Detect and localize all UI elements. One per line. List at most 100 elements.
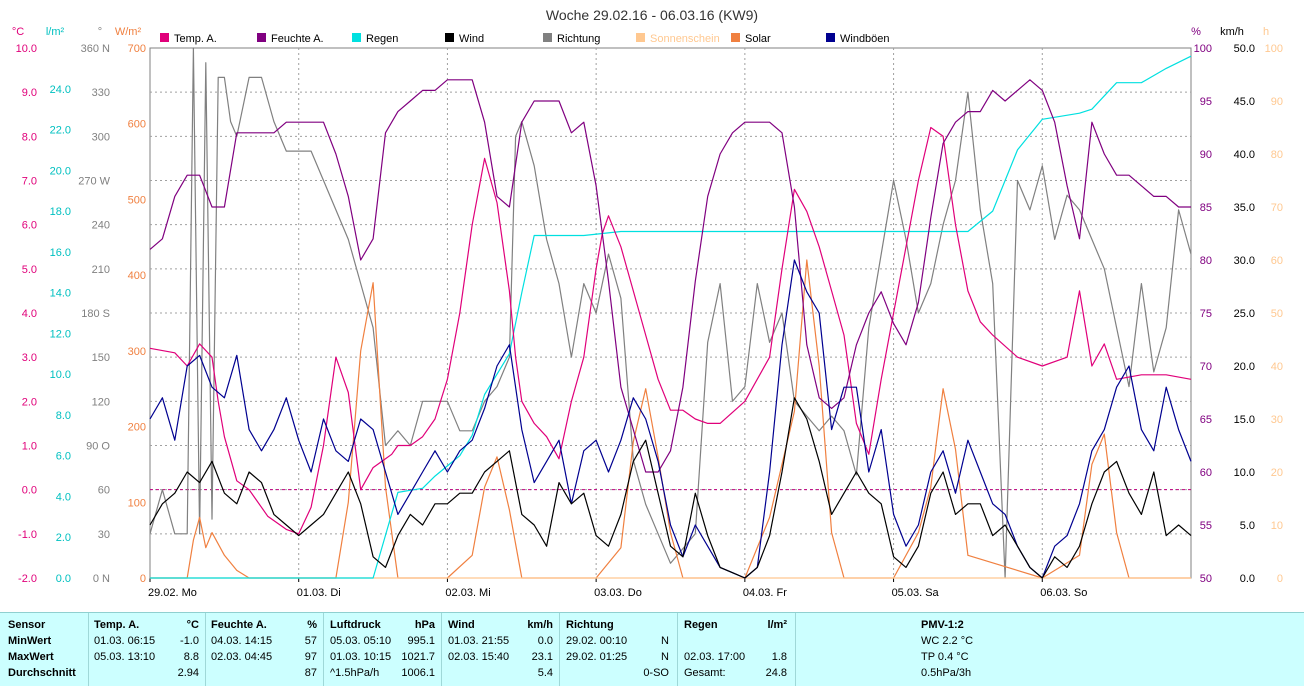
- temp-max-time: 05.03. 13:10: [94, 651, 156, 663]
- tick-solar-4: 300: [128, 346, 146, 358]
- temp-min-val: -1.0: [180, 635, 199, 647]
- tick-rain-4: 16.0: [50, 247, 71, 259]
- x-tick-label-6: 06.03. So: [1040, 587, 1087, 599]
- tick-humidity-2: 90: [1200, 149, 1212, 161]
- pmv-trend: 0.5hPa/3h: [921, 667, 972, 679]
- weather-chart: Woche 29.02.16 - 06.03.16 (KW9) Temp. A.…: [12, 7, 1283, 599]
- axis-unit-humidity: %: [1191, 26, 1201, 38]
- tick-sunshine-6: 40: [1271, 361, 1283, 373]
- tick-direction-8: 120: [92, 396, 110, 408]
- pressure-max-val: 1021.7: [401, 651, 435, 663]
- axis-unit-solar: W/m²: [115, 26, 142, 38]
- pressure-min-val: 995.1: [407, 635, 435, 647]
- humidity-min-time: 04.03. 14:15: [211, 635, 273, 647]
- direction-max-val: N: [661, 651, 669, 663]
- tick-direction-2: 300: [92, 131, 110, 143]
- axis-labels: °C l/m² ° W/m²% km/h h 10.0 9.0 8.0 7.0 6.0 5.0 4.0 3…: [12, 26, 1283, 599]
- x-tick-label-3: 03.03. Do: [594, 587, 642, 599]
- humidity-min-val: 57: [304, 635, 317, 647]
- tick-sunshine-9: 10: [1271, 520, 1283, 532]
- tick-direction-5: 210: [92, 264, 110, 276]
- tick-rain-3: 18.0: [50, 206, 71, 218]
- pressure-min-time: 05.03. 05:10: [330, 635, 392, 647]
- tick-wind-2: 40.0: [1234, 149, 1255, 161]
- tick-humidity-7: 65: [1200, 414, 1212, 426]
- tick-humidity-5: 75: [1200, 308, 1212, 320]
- wind-min-val: 0.0: [537, 635, 553, 647]
- tick-temp-0: 10.0: [16, 43, 37, 55]
- humidity-avg: 87: [304, 667, 317, 679]
- tick-rain-6: 12.0: [50, 328, 71, 340]
- temp-min-time: 01.03. 06:15: [94, 635, 156, 647]
- legend-swatch-0: [160, 33, 169, 42]
- tick-temp-2: 8.0: [22, 131, 37, 143]
- series-group: [149, 47, 1192, 579]
- tick-direction-6: 180 S: [81, 308, 110, 320]
- legend-swatch-4: [543, 33, 552, 42]
- legend-swatch-2: [352, 33, 361, 42]
- tick-direction-4: 240: [92, 220, 110, 232]
- tick-rain-7: 10.0: [50, 369, 71, 381]
- tick-sunshine-3: 70: [1271, 202, 1283, 214]
- tick-rain-12: 0.0: [56, 573, 71, 585]
- tick-direction-0: 360 N: [81, 43, 110, 55]
- tick-sunshine-10: 0: [1277, 573, 1283, 585]
- tick-direction-10: 60: [98, 485, 110, 497]
- tick-rain-0: 24.0: [50, 84, 71, 96]
- tick-direction-12: 0 N: [93, 573, 110, 585]
- tick-solar-2: 500: [128, 194, 146, 206]
- axis-unit-direction: °: [98, 26, 102, 38]
- legend: Temp. A. Feuchte A. Regen Wind Richtung Sonne…: [160, 33, 890, 45]
- tick-temp-5: 5.0: [22, 264, 37, 276]
- tick-temp-6: 4.0: [22, 308, 37, 320]
- legend-swatch-7: [826, 33, 835, 42]
- humidity-max-time: 02.03. 04:45: [211, 651, 273, 663]
- direction-max-time: 29.02. 01:25: [566, 651, 628, 663]
- x-tick-label-0: 29.02. Mo: [148, 587, 197, 599]
- stats-col-humidity: Feuchte A.% 04.03. 14:15 57 02.03. 04:45 9…: [206, 613, 324, 686]
- series-line-temp-a-: [149, 126, 1192, 535]
- rain-header: Regen: [684, 619, 718, 631]
- legend-label-5: Sonnenschein: [650, 33, 720, 45]
- wind-unit: km/h: [527, 619, 553, 631]
- axis-unit-sunshine: h: [1263, 26, 1269, 38]
- tick-temp-8: 2.0: [22, 396, 37, 408]
- legend-label-7: Windböen: [840, 33, 890, 45]
- pressure-trend: ^1.5hPa/h: [330, 667, 380, 679]
- tick-humidity-4: 80: [1200, 255, 1212, 267]
- series-line-wind: [149, 397, 1192, 579]
- tick-humidity-10: 50: [1200, 573, 1212, 585]
- rain-unit: l/m²: [767, 619, 787, 631]
- tick-sunshine-2: 80: [1271, 149, 1283, 161]
- wind-header: Wind: [448, 619, 475, 631]
- tick-humidity-6: 70: [1200, 361, 1212, 373]
- tick-humidity-8: 60: [1200, 467, 1212, 479]
- pmv-header: PMV-1:2: [921, 619, 964, 631]
- stats-col-direction: Richtung 29.02. 00:10 N 29.02. 01:25 N 0-S…: [560, 613, 678, 686]
- tick-wind-4: 30.0: [1234, 255, 1255, 267]
- x-tick-label-2: 02.03. Mi: [445, 587, 490, 599]
- temp-header: Temp. A.: [94, 619, 140, 631]
- tick-temp-12: -2.0: [18, 573, 37, 585]
- pmv-tp: TP 0.4 °C: [921, 651, 969, 663]
- stats-col-sensor: Sensor MinWert MaxWert Durchschnitt: [0, 613, 89, 686]
- tick-temp-1: 9.0: [22, 87, 37, 99]
- rain-max-val: 1.8: [771, 651, 787, 663]
- stats-col-pmv: PMV-1:2 WC 2.2 °C TP 0.4 °C 0.5hPa/3h: [796, 613, 1303, 686]
- tick-direction-7: 150: [92, 352, 110, 364]
- stats-col-wind: Wind km/h 01.03. 21:55 0.0 02.03. 15:40 23.…: [442, 613, 560, 686]
- legend-label-3: Wind: [459, 33, 484, 45]
- stats-col-temp: Temp. A. °C 01.03. 06:15 -1.0 05.03. 13:10…: [89, 613, 206, 686]
- tick-direction-11: 30: [98, 529, 110, 541]
- durchschnitt-label: Durchschnitt: [8, 667, 76, 679]
- temp-unit: °C: [186, 619, 199, 631]
- rain-max-time: 02.03. 17:00: [684, 651, 746, 663]
- pmv-wc: WC 2.2 °C: [921, 635, 974, 647]
- maxwert-label: MaxWert: [8, 651, 54, 663]
- tick-solar-0: 700: [128, 43, 146, 55]
- tick-solar-3: 400: [128, 270, 146, 282]
- tick-wind-8: 10.0: [1234, 467, 1255, 479]
- tick-humidity-3: 85: [1200, 202, 1212, 214]
- tick-direction-9: 90 O: [86, 441, 110, 453]
- tick-sunshine-5: 50: [1271, 308, 1283, 320]
